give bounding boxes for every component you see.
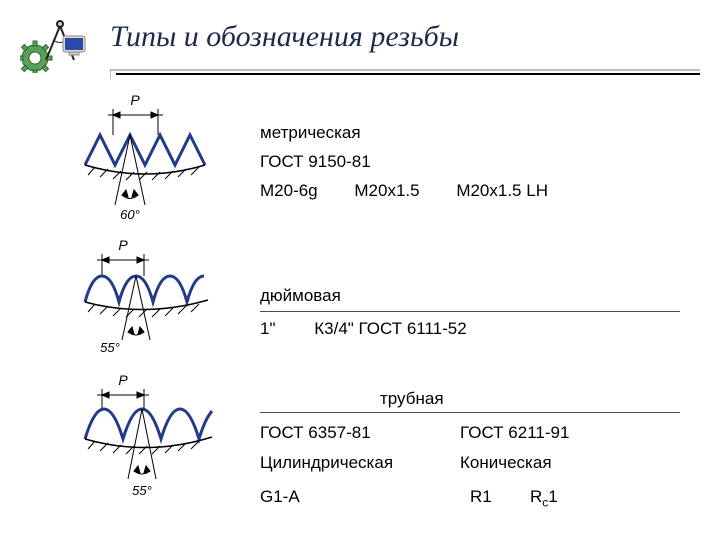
inch-ex2: К3/4" ГОСТ 6111-52 (314, 319, 466, 338)
pipe-ex2b-post: 1 (548, 487, 557, 506)
angle-label: 55° (132, 483, 152, 498)
inch-ex1: 1" (260, 318, 276, 341)
page-title: Типы и обозначения резьбы (110, 20, 459, 54)
pipe-ex2a: R1 (470, 486, 492, 509)
metric-block: метрическая ГОСТ 9150-81 M20-6g M20x1.5 … (260, 122, 548, 203)
inch-name: дюймовая (260, 285, 341, 308)
metric-examples: M20-6g M20x1.5 M20x1.5 LH (260, 180, 548, 203)
pitch-label: P (118, 240, 128, 253)
inch-examples: 1" К3/4" ГОСТ 6111-52 (260, 318, 467, 341)
angle-label: 55° (100, 340, 120, 355)
angle-label: 60° (120, 207, 140, 222)
thread-diagram-pipe: P 55° (80, 375, 240, 510)
inch-block: дюймовая (260, 285, 341, 314)
pipe-gost1: ГОСТ 6357-81 (260, 422, 371, 445)
thread-diagram-inch: P 55° (80, 240, 240, 365)
thread-diagram-metric: P 60° (80, 95, 240, 230)
title-rule (110, 66, 700, 84)
pipe-type1: Цилиндрическая (260, 452, 393, 475)
pipe-name: трубная (380, 388, 444, 411)
metric-name: метрическая (260, 122, 548, 145)
pipe-type2: Коническая (460, 452, 552, 475)
metric-ex3: M20x1.5 LH (456, 180, 548, 203)
logo (20, 18, 90, 78)
inch-rule (260, 311, 680, 312)
pitch-label: P (118, 375, 128, 388)
pitch-label: P (130, 95, 140, 108)
metric-gost: ГОСТ 9150-81 (260, 151, 548, 174)
pipe-rule (260, 412, 680, 413)
metric-ex1: M20-6g (260, 180, 318, 203)
pipe-gost2: ГОСТ 6211-91 (460, 422, 569, 445)
pipe-ex2b-pre: R (530, 487, 542, 506)
pipe-ex2b: Rc1 (530, 486, 558, 511)
pipe-ex1: G1-A (260, 486, 300, 509)
metric-ex2: M20x1.5 (354, 180, 419, 203)
